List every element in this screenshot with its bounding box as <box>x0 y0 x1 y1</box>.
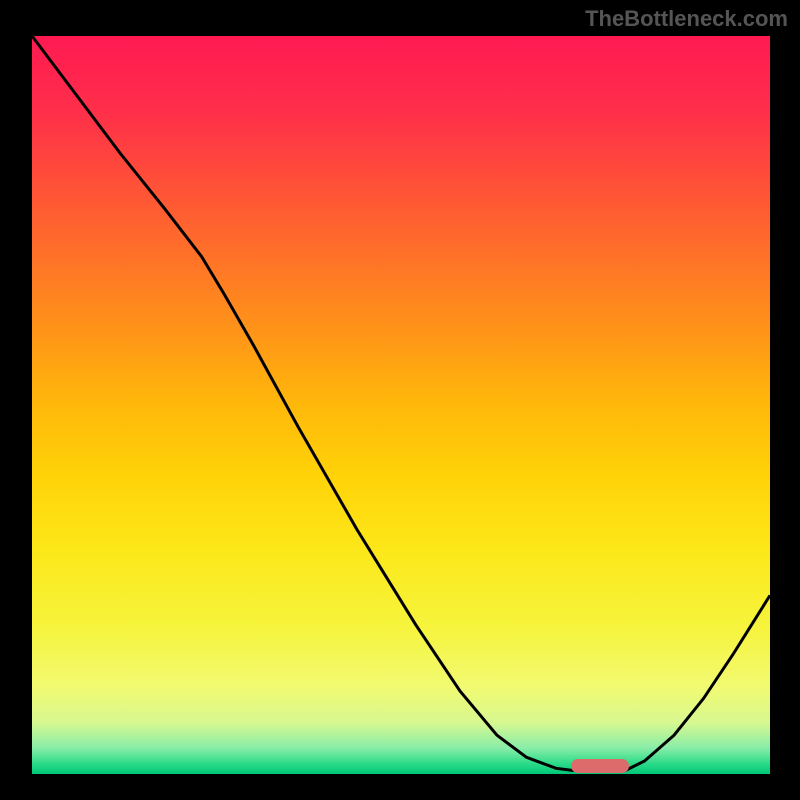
bottleneck-curve <box>32 36 770 772</box>
watermark-text: TheBottleneck.com <box>585 6 788 32</box>
curve-layer <box>32 36 770 772</box>
optimum-marker <box>571 759 629 773</box>
plot-area <box>32 36 770 772</box>
chart-container: TheBottleneck.com <box>0 0 800 800</box>
